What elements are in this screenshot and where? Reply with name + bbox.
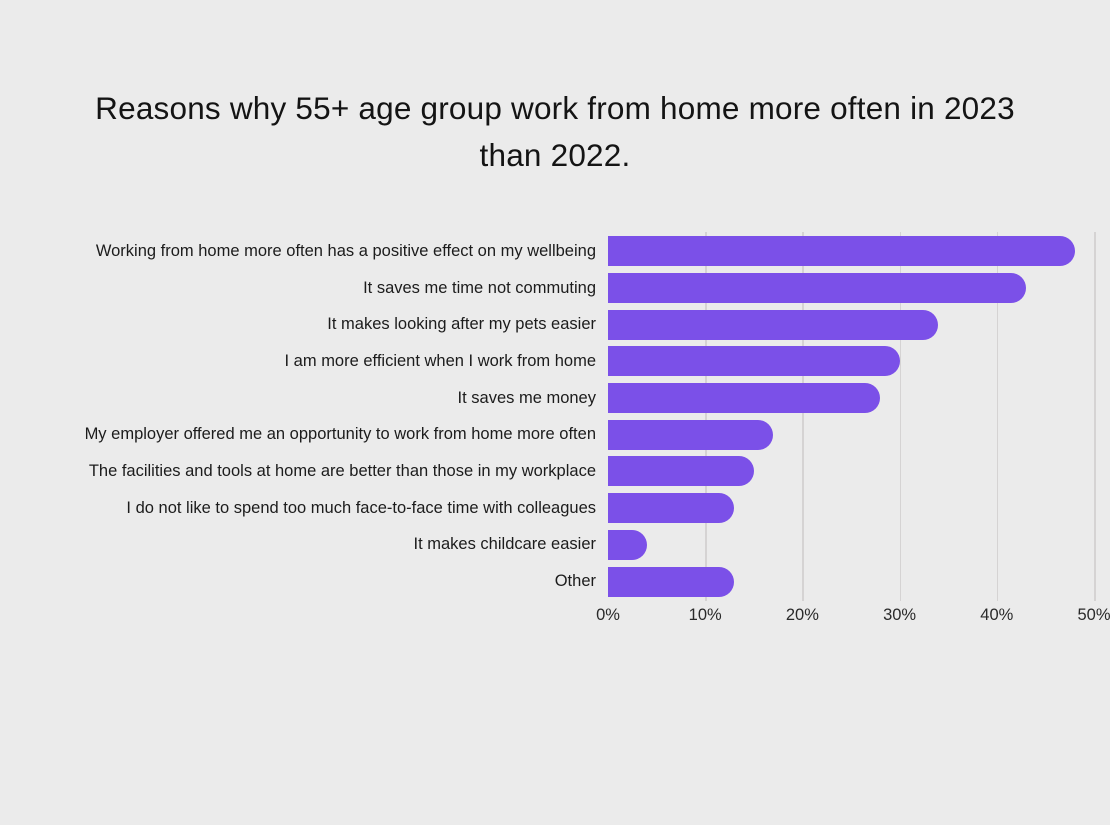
category-label: Working from home more often has a posit… <box>95 241 596 260</box>
bar <box>608 419 774 450</box>
x-tick-label: 50% <box>1077 606 1110 624</box>
chart-row: It saves me time not commuting <box>0 270 1110 307</box>
bar <box>608 493 735 524</box>
chart-row: Other <box>0 563 1110 600</box>
category-label: It makes looking after my pets easier <box>327 315 596 334</box>
chart-title-line-2: than 2022. <box>479 137 631 173</box>
x-tick-label: 30% <box>883 606 917 624</box>
chart-row: The facilities and tools at home are bet… <box>0 453 1110 490</box>
bar <box>608 383 881 414</box>
bar <box>608 236 1075 267</box>
chart-title-line-1: Reasons why 55+ age group work from home… <box>95 90 1015 126</box>
chart-rows: Working from home more often has a posit… <box>0 233 1110 600</box>
x-tick-label: 20% <box>785 606 819 624</box>
x-axis: 0% 10% 20% 30% 40% 50% <box>0 606 1110 630</box>
bar <box>608 309 939 340</box>
gridline-50 <box>1094 232 1096 601</box>
gridline-40 <box>996 232 999 601</box>
gridline-30 <box>899 232 902 601</box>
chart-row: My employer offered me an opportunity to… <box>0 416 1110 453</box>
chart-row: It saves me money <box>0 380 1110 417</box>
category-label: It saves me money <box>457 388 596 407</box>
category-label: It saves me time not commuting <box>363 278 596 297</box>
chart-title: Reasons why 55+ age group work from home… <box>0 85 1110 179</box>
x-tick-label: 40% <box>980 606 1014 624</box>
chart-row: I am more efficient when I work from hom… <box>0 343 1110 380</box>
chart-row: It makes looking after my pets easier <box>0 306 1110 343</box>
bar <box>608 529 647 560</box>
category-label: It makes childcare easier <box>413 535 597 554</box>
bar <box>608 566 735 597</box>
gridline-20 <box>802 232 804 601</box>
bar <box>608 273 1026 304</box>
category-label: Other <box>554 572 596 591</box>
chart-row: Working from home more often has a posit… <box>0 233 1110 270</box>
category-label: I am more efficient when I work from hom… <box>284 351 596 370</box>
category-label: My employer offered me an opportunity to… <box>84 425 596 444</box>
category-label: The facilities and tools at home are bet… <box>88 461 596 480</box>
x-tick-label: 10% <box>688 606 722 624</box>
chart-row: I do not like to spend too much face-to-… <box>0 490 1110 527</box>
category-label: I do not like to spend too much face-to-… <box>126 498 596 517</box>
x-tick-label: 0% <box>596 606 620 624</box>
gridline-10 <box>705 232 707 601</box>
bar <box>608 346 900 377</box>
gridlines <box>608 232 1096 601</box>
chart-row: It makes childcare easier <box>0 527 1110 564</box>
bar <box>608 456 754 487</box>
